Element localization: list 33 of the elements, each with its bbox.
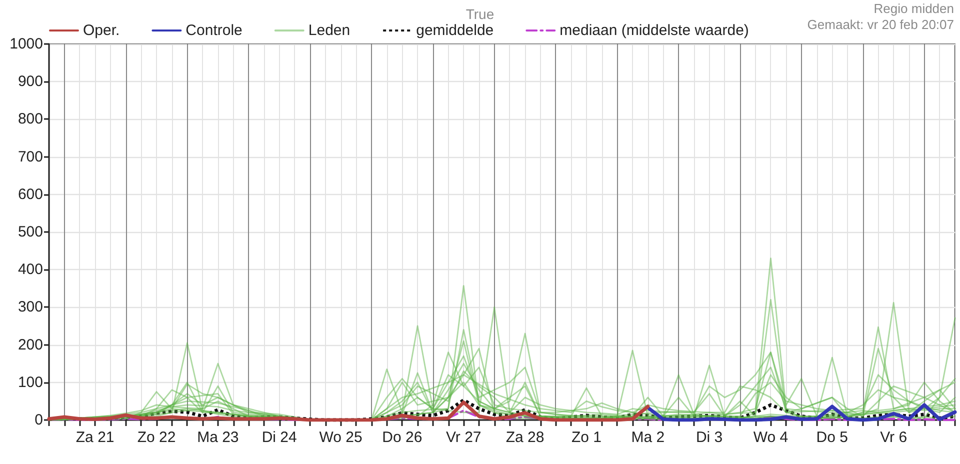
- y-tick-label: 500: [18, 224, 43, 240]
- x-tick-label: Do 26: [382, 429, 422, 446]
- x-tick-label: Wo 4: [753, 429, 788, 446]
- y-tick-label: 100: [18, 374, 43, 391]
- x-tick-label: Di 24: [262, 429, 297, 446]
- chart-title: True: [466, 6, 494, 22]
- y-tick-label: 700: [18, 148, 43, 166]
- y-tick-label: 800: [18, 110, 43, 128]
- legend-label: Leden: [308, 22, 350, 39]
- x-tick-label: Wo 25: [319, 429, 362, 446]
- y-tick-label: 900: [18, 73, 43, 90]
- x-tick-label: Di 3: [696, 429, 723, 446]
- x-tick-label: Zo 22: [137, 429, 176, 446]
- x-tick-label: Vr 6: [880, 429, 908, 446]
- legend-label: Oper.: [83, 22, 120, 39]
- x-tick-label: Zo 1: [571, 429, 602, 446]
- y-tick-label: 0: [34, 412, 43, 428]
- legend-label: mediaan (middelste waarde): [560, 22, 749, 39]
- x-tick-label: Do 5: [816, 429, 848, 446]
- text: Regio midden: [874, 1, 954, 16]
- y-tick-label: 1000: [10, 36, 43, 52]
- text: Gemaakt: vr 20 feb 20:07: [807, 17, 954, 32]
- x-tick-label: Ma 23: [197, 429, 239, 446]
- y-tick-label: 300: [18, 298, 43, 316]
- x-tick-label: Za 21: [76, 429, 114, 446]
- y-tick-label: 600: [18, 186, 43, 203]
- legend-label: Controle: [186, 22, 242, 39]
- x-tick-label: Ma 2: [631, 429, 665, 446]
- y-tick-label: 400: [18, 261, 43, 278]
- x-tick-label: Za 28: [506, 429, 544, 446]
- legend-label: gemiddelde: [416, 22, 494, 39]
- x-tick-label: Vr 27: [446, 429, 482, 446]
- y-tick-label: 200: [18, 336, 43, 354]
